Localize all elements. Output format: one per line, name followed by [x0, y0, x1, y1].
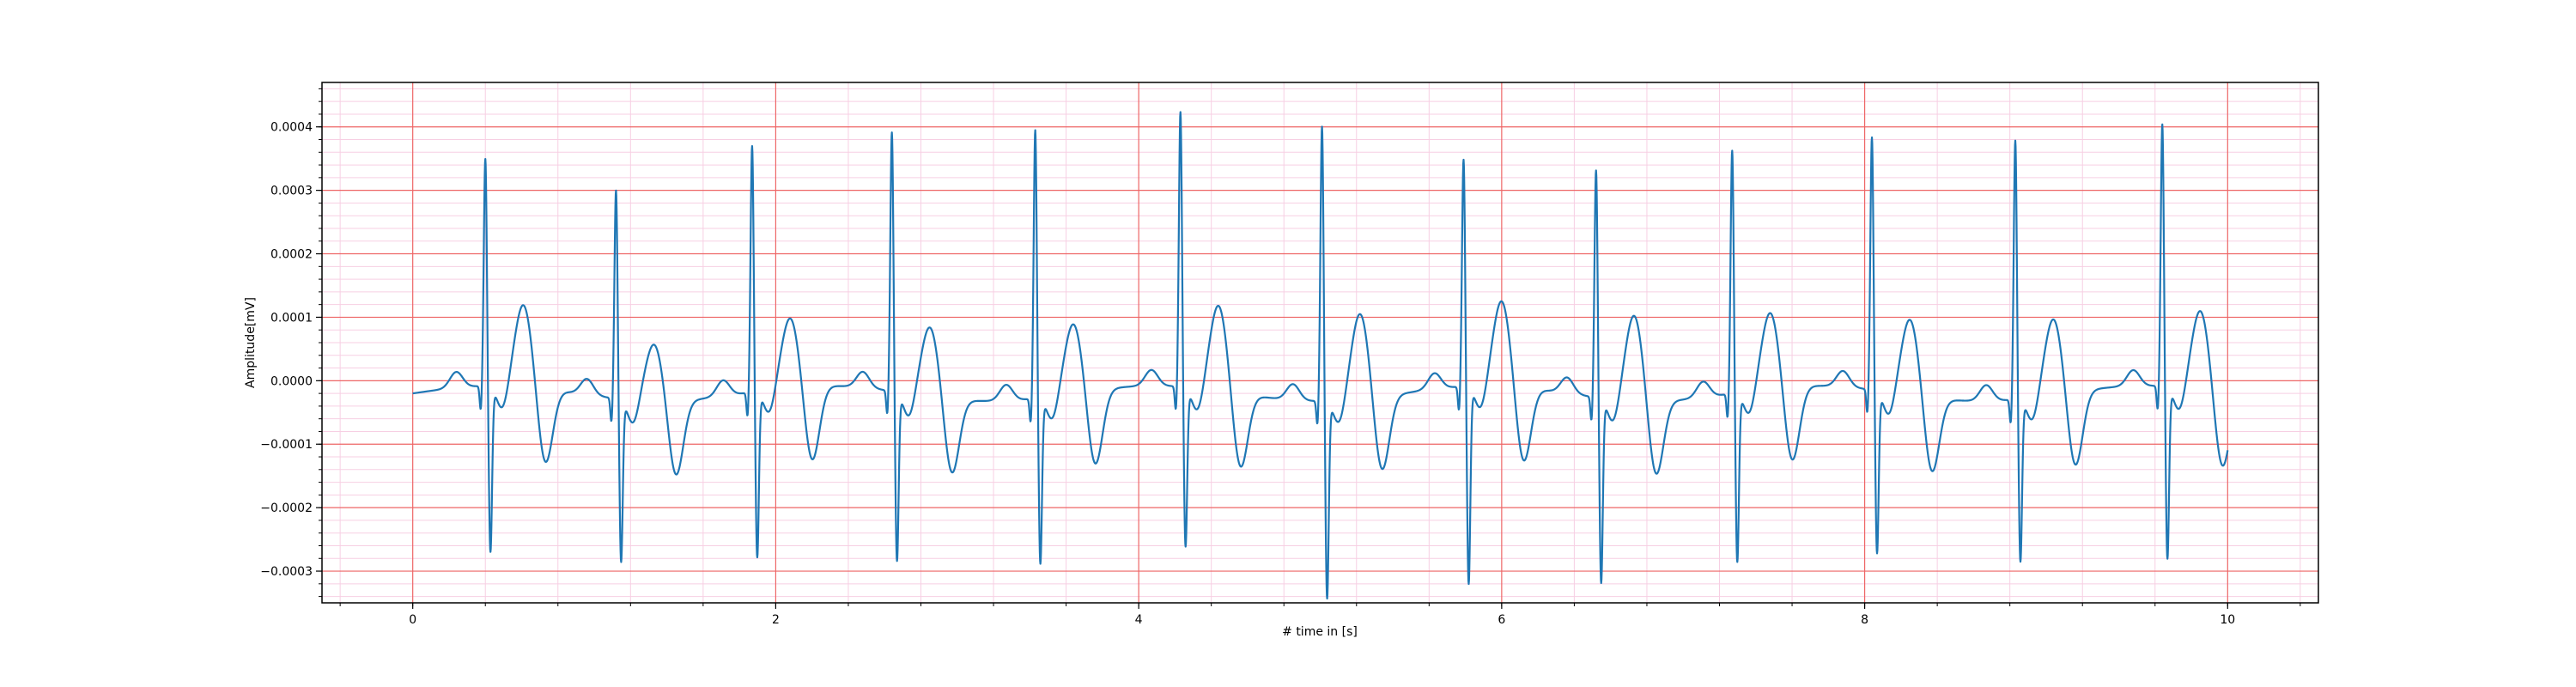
x-axis: 0 2 4 6 8 10: [339, 603, 2301, 627]
y-tick-label: −0.0003: [260, 565, 313, 579]
x-axis-label: # time in [s]: [1282, 625, 1358, 639]
x-tick-label: 8: [1861, 613, 1868, 627]
y-tick-label: 0.0000: [270, 374, 313, 388]
y-tick-label: 0.0004: [270, 121, 313, 135]
y-tick-label: 0.0003: [270, 185, 313, 198]
y-axis-label: Amplitude[mV]: [244, 297, 258, 388]
x-tick-label: 0: [409, 613, 416, 627]
series-layer: [411, 111, 2229, 600]
x-tick-label: 10: [2220, 613, 2235, 627]
y-tick-label: −0.0001: [260, 438, 313, 452]
x-tick-label: 4: [1135, 613, 1143, 627]
ecg-signal-line: [411, 111, 2229, 600]
y-axis: −0.0003 −0.0002 −0.0001 0.0000 0.0001 0.0002 0…: [260, 88, 322, 598]
y-tick-label: −0.0002: [260, 502, 313, 515]
x-tick-label: 2: [772, 613, 780, 627]
x-tick-label: 6: [1498, 613, 1505, 627]
y-tick-label: 0.0001: [270, 311, 313, 325]
y-tick-label: 0.0002: [270, 248, 313, 262]
